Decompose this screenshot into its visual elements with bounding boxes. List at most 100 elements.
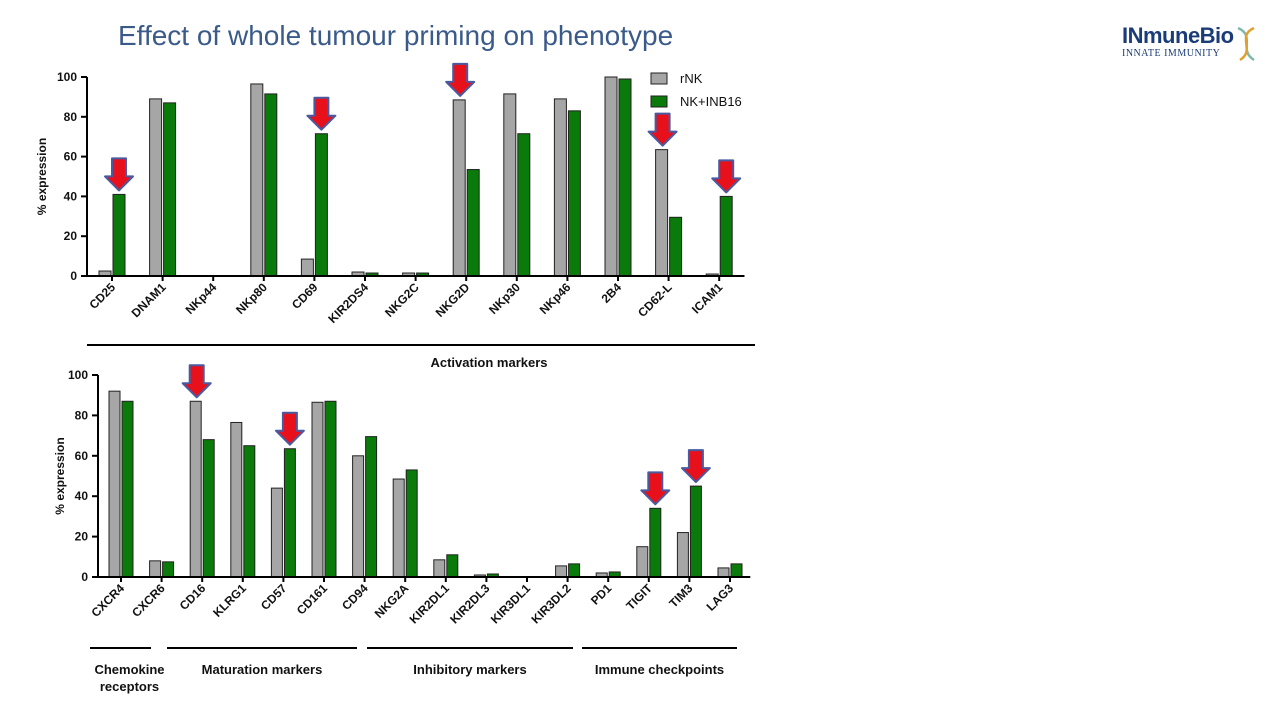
bar-nkinb16-cd62-l [669, 216, 683, 277]
bar-rnk-cd69 [300, 258, 314, 277]
bar-nkinb16-nkp30 [517, 133, 531, 277]
bar-nkinb16-icam1 [719, 195, 733, 277]
legend-label: NK+INB16 [680, 94, 742, 109]
x-tick-label: NKp30 [486, 280, 523, 317]
bar-nkinb16-cd16 [202, 439, 215, 578]
bar-rnk-dnam1 [149, 98, 163, 277]
x-tick-label: NKG2C [382, 280, 422, 320]
bar-nkinb16-tim3 [689, 485, 702, 578]
x-tick-label: NKG2D [433, 280, 473, 320]
y-tick-label: 0 [70, 269, 77, 283]
bar-rnk-cd16 [189, 400, 202, 578]
bar-rnk-cd57 [270, 487, 283, 578]
bar-rnk-nkp46 [553, 98, 567, 277]
bar-rnk-nkg2d [452, 99, 466, 277]
bar-rnk-cd62-l [655, 149, 669, 277]
x-tick-label: KIR2DL3 [447, 581, 492, 626]
y-tick-label: 60 [64, 150, 78, 164]
bar-nkinb16-tigit [649, 507, 662, 578]
down-arrow-icon [647, 112, 678, 147]
bar-rnk-2b4 [604, 76, 618, 277]
group-label: receptors [100, 679, 159, 694]
bar-nkinb16-cd25 [112, 193, 126, 277]
down-arrow-icon [181, 364, 212, 399]
x-tick-label: CD57 [258, 581, 290, 613]
bar-rnk-cxcr6 [149, 560, 162, 578]
down-arrow-icon [445, 62, 476, 97]
group-label: Activation markers [430, 355, 547, 370]
bar-nkinb16-cd94 [365, 436, 378, 578]
bar-rnk-nkp80 [250, 83, 264, 277]
bar-rnk-cxcr4 [108, 390, 121, 578]
x-tick-label: KLRG1 [210, 581, 249, 620]
bar-nkinb16-kir3dl2 [568, 563, 581, 578]
bar-nkinb16-cxcr4 [121, 400, 134, 578]
bar-nkinb16-nkg2d [466, 169, 480, 277]
logo-name: INmuneBio [1122, 23, 1234, 48]
bar-rnk-kir3dl2 [555, 565, 568, 578]
bar-nkinb16-cd69 [314, 133, 328, 277]
bar-rnk-tim3 [676, 532, 689, 578]
group-label: Immune checkpoints [595, 662, 724, 677]
bar-rnk-tigit [636, 546, 649, 578]
y-tick-label: 20 [64, 229, 78, 243]
x-tick-label: TIM3 [666, 581, 695, 610]
y-axis-label: % expression [53, 437, 67, 514]
y-tick-label: 40 [75, 489, 89, 503]
x-tick-label: PD1 [588, 581, 615, 608]
down-arrow-icon [306, 96, 337, 131]
bar-rnk-cd94 [352, 455, 365, 578]
x-tick-label: CD161 [294, 581, 331, 618]
group-label: Chemokine [94, 662, 164, 677]
y-tick-label: 80 [75, 408, 89, 422]
x-tick-label: CD62-L [635, 280, 675, 320]
bar-rnk-cd161 [311, 401, 324, 578]
x-tick-label: KIR2DS4 [325, 280, 371, 326]
bar-nkinb16-klrg1 [243, 445, 256, 578]
x-tick-label: CD25 [87, 280, 119, 312]
x-tick-label: KIR2DL1 [407, 581, 452, 626]
x-tick-label: ICAM1 [689, 280, 726, 317]
x-tick-label: NKp80 [233, 280, 270, 317]
bar-rnk-nkp30 [503, 93, 517, 277]
bar-nkinb16-cd161 [324, 400, 337, 578]
x-tick-label: TIGIT [623, 581, 655, 613]
bar-nkinb16-nkp46 [567, 110, 581, 277]
bar-nkinb16-kir2dl1 [446, 554, 459, 578]
company-logo: INmuneBio INNATE IMMUNITY [1122, 24, 1262, 64]
x-tick-label: LAG3 [704, 581, 737, 614]
x-tick-label: KIR3DL1 [488, 581, 533, 626]
x-tick-label: 2B4 [599, 280, 625, 306]
x-tick-label: NKp46 [537, 280, 574, 317]
x-tick-label: CXCR6 [129, 581, 168, 620]
y-tick-label: 100 [68, 368, 88, 382]
down-arrow-icon [640, 471, 671, 506]
bar-nkinb16-lag3 [730, 563, 743, 578]
y-axis-label: % expression [35, 138, 49, 215]
bar-rnk-klrg1 [230, 421, 243, 578]
x-tick-label: CXCR4 [88, 581, 127, 620]
y-tick-label: 0 [81, 570, 88, 584]
x-tick-label: DNAM1 [129, 280, 169, 320]
down-arrow-icon [680, 449, 711, 484]
down-arrow-icon [104, 157, 134, 192]
x-tick-label: NKp44 [183, 280, 220, 317]
x-tick-label: NKG2A [372, 581, 412, 621]
x-tick-label: CD94 [339, 581, 371, 613]
bar-nkinb16-cxcr6 [162, 561, 175, 578]
bar-rnk-lag3 [717, 567, 730, 578]
y-tick-label: 60 [75, 449, 89, 463]
x-tick-label: CD16 [177, 581, 209, 613]
bar-nkinb16-dnam1 [163, 102, 177, 277]
bar-nkinb16-nkp80 [264, 93, 278, 277]
dna-helix-icon [1237, 26, 1255, 62]
down-arrow-icon [711, 159, 742, 194]
bar-rnk-kir2dl1 [433, 559, 446, 578]
group-label: Maturation markers [202, 662, 323, 677]
logo-tagline: INNATE IMMUNITY [1122, 48, 1221, 59]
x-tick-label: KIR3DL2 [528, 581, 573, 626]
y-tick-label: 20 [75, 530, 89, 544]
y-tick-label: 80 [64, 110, 78, 124]
y-tick-label: 100 [57, 70, 77, 84]
